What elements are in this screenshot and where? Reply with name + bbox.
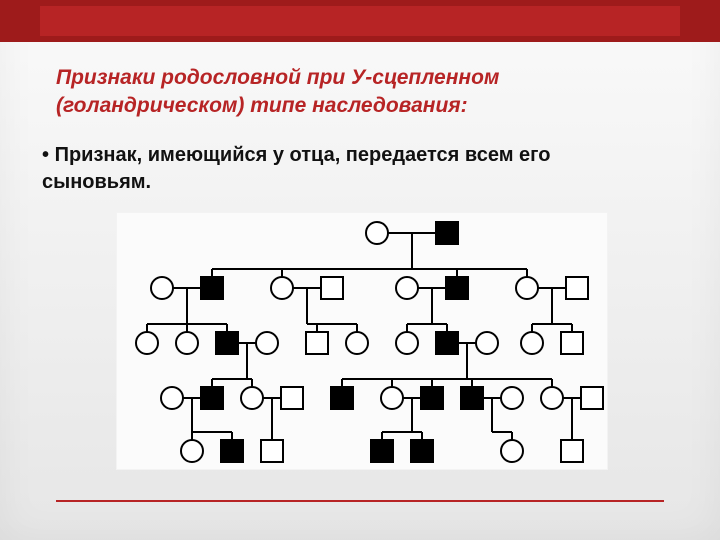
- female-node: [256, 332, 278, 354]
- male-node: [581, 387, 603, 409]
- female-node: [241, 387, 263, 409]
- male-node: [371, 440, 393, 462]
- male-node: [321, 277, 343, 299]
- female-node: [271, 277, 293, 299]
- male-node: [201, 277, 223, 299]
- bullet-text: Признак, имеющийся у отца, передается вс…: [42, 144, 550, 193]
- male-node: [436, 332, 458, 354]
- male-node: [561, 440, 583, 462]
- male-node: [306, 332, 328, 354]
- female-node: [501, 440, 523, 462]
- female-node: [181, 440, 203, 462]
- male-node: [201, 387, 223, 409]
- female-node: [501, 387, 523, 409]
- male-node: [436, 222, 458, 244]
- male-node: [461, 387, 483, 409]
- footer-rule: [56, 500, 664, 502]
- bullet-marker: •: [42, 142, 49, 169]
- pedigree-svg: [117, 213, 607, 469]
- slide: Признаки родословной при У-сцепленном (г…: [0, 0, 720, 540]
- male-node: [566, 277, 588, 299]
- header-bar-accent: [40, 6, 680, 36]
- male-node: [221, 440, 243, 462]
- header-bar: [0, 0, 720, 42]
- female-node: [521, 332, 543, 354]
- male-node: [281, 387, 303, 409]
- female-node: [396, 277, 418, 299]
- male-node: [421, 387, 443, 409]
- female-node: [476, 332, 498, 354]
- female-node: [136, 332, 158, 354]
- female-node: [396, 332, 418, 354]
- male-node: [261, 440, 283, 462]
- female-node: [176, 332, 198, 354]
- female-node: [541, 387, 563, 409]
- pedigree-chart: [116, 212, 608, 470]
- female-node: [161, 387, 183, 409]
- female-node: [516, 277, 538, 299]
- male-node: [411, 440, 433, 462]
- male-node: [331, 387, 353, 409]
- male-node: [446, 277, 468, 299]
- female-node: [346, 332, 368, 354]
- female-node: [381, 387, 403, 409]
- female-node: [151, 277, 173, 299]
- bullet-item: • Признак, имеющийся у отца, передается …: [42, 142, 662, 196]
- female-node: [366, 222, 388, 244]
- male-node: [216, 332, 238, 354]
- male-node: [561, 332, 583, 354]
- slide-title: Признаки родословной при У-сцепленном (г…: [56, 64, 656, 121]
